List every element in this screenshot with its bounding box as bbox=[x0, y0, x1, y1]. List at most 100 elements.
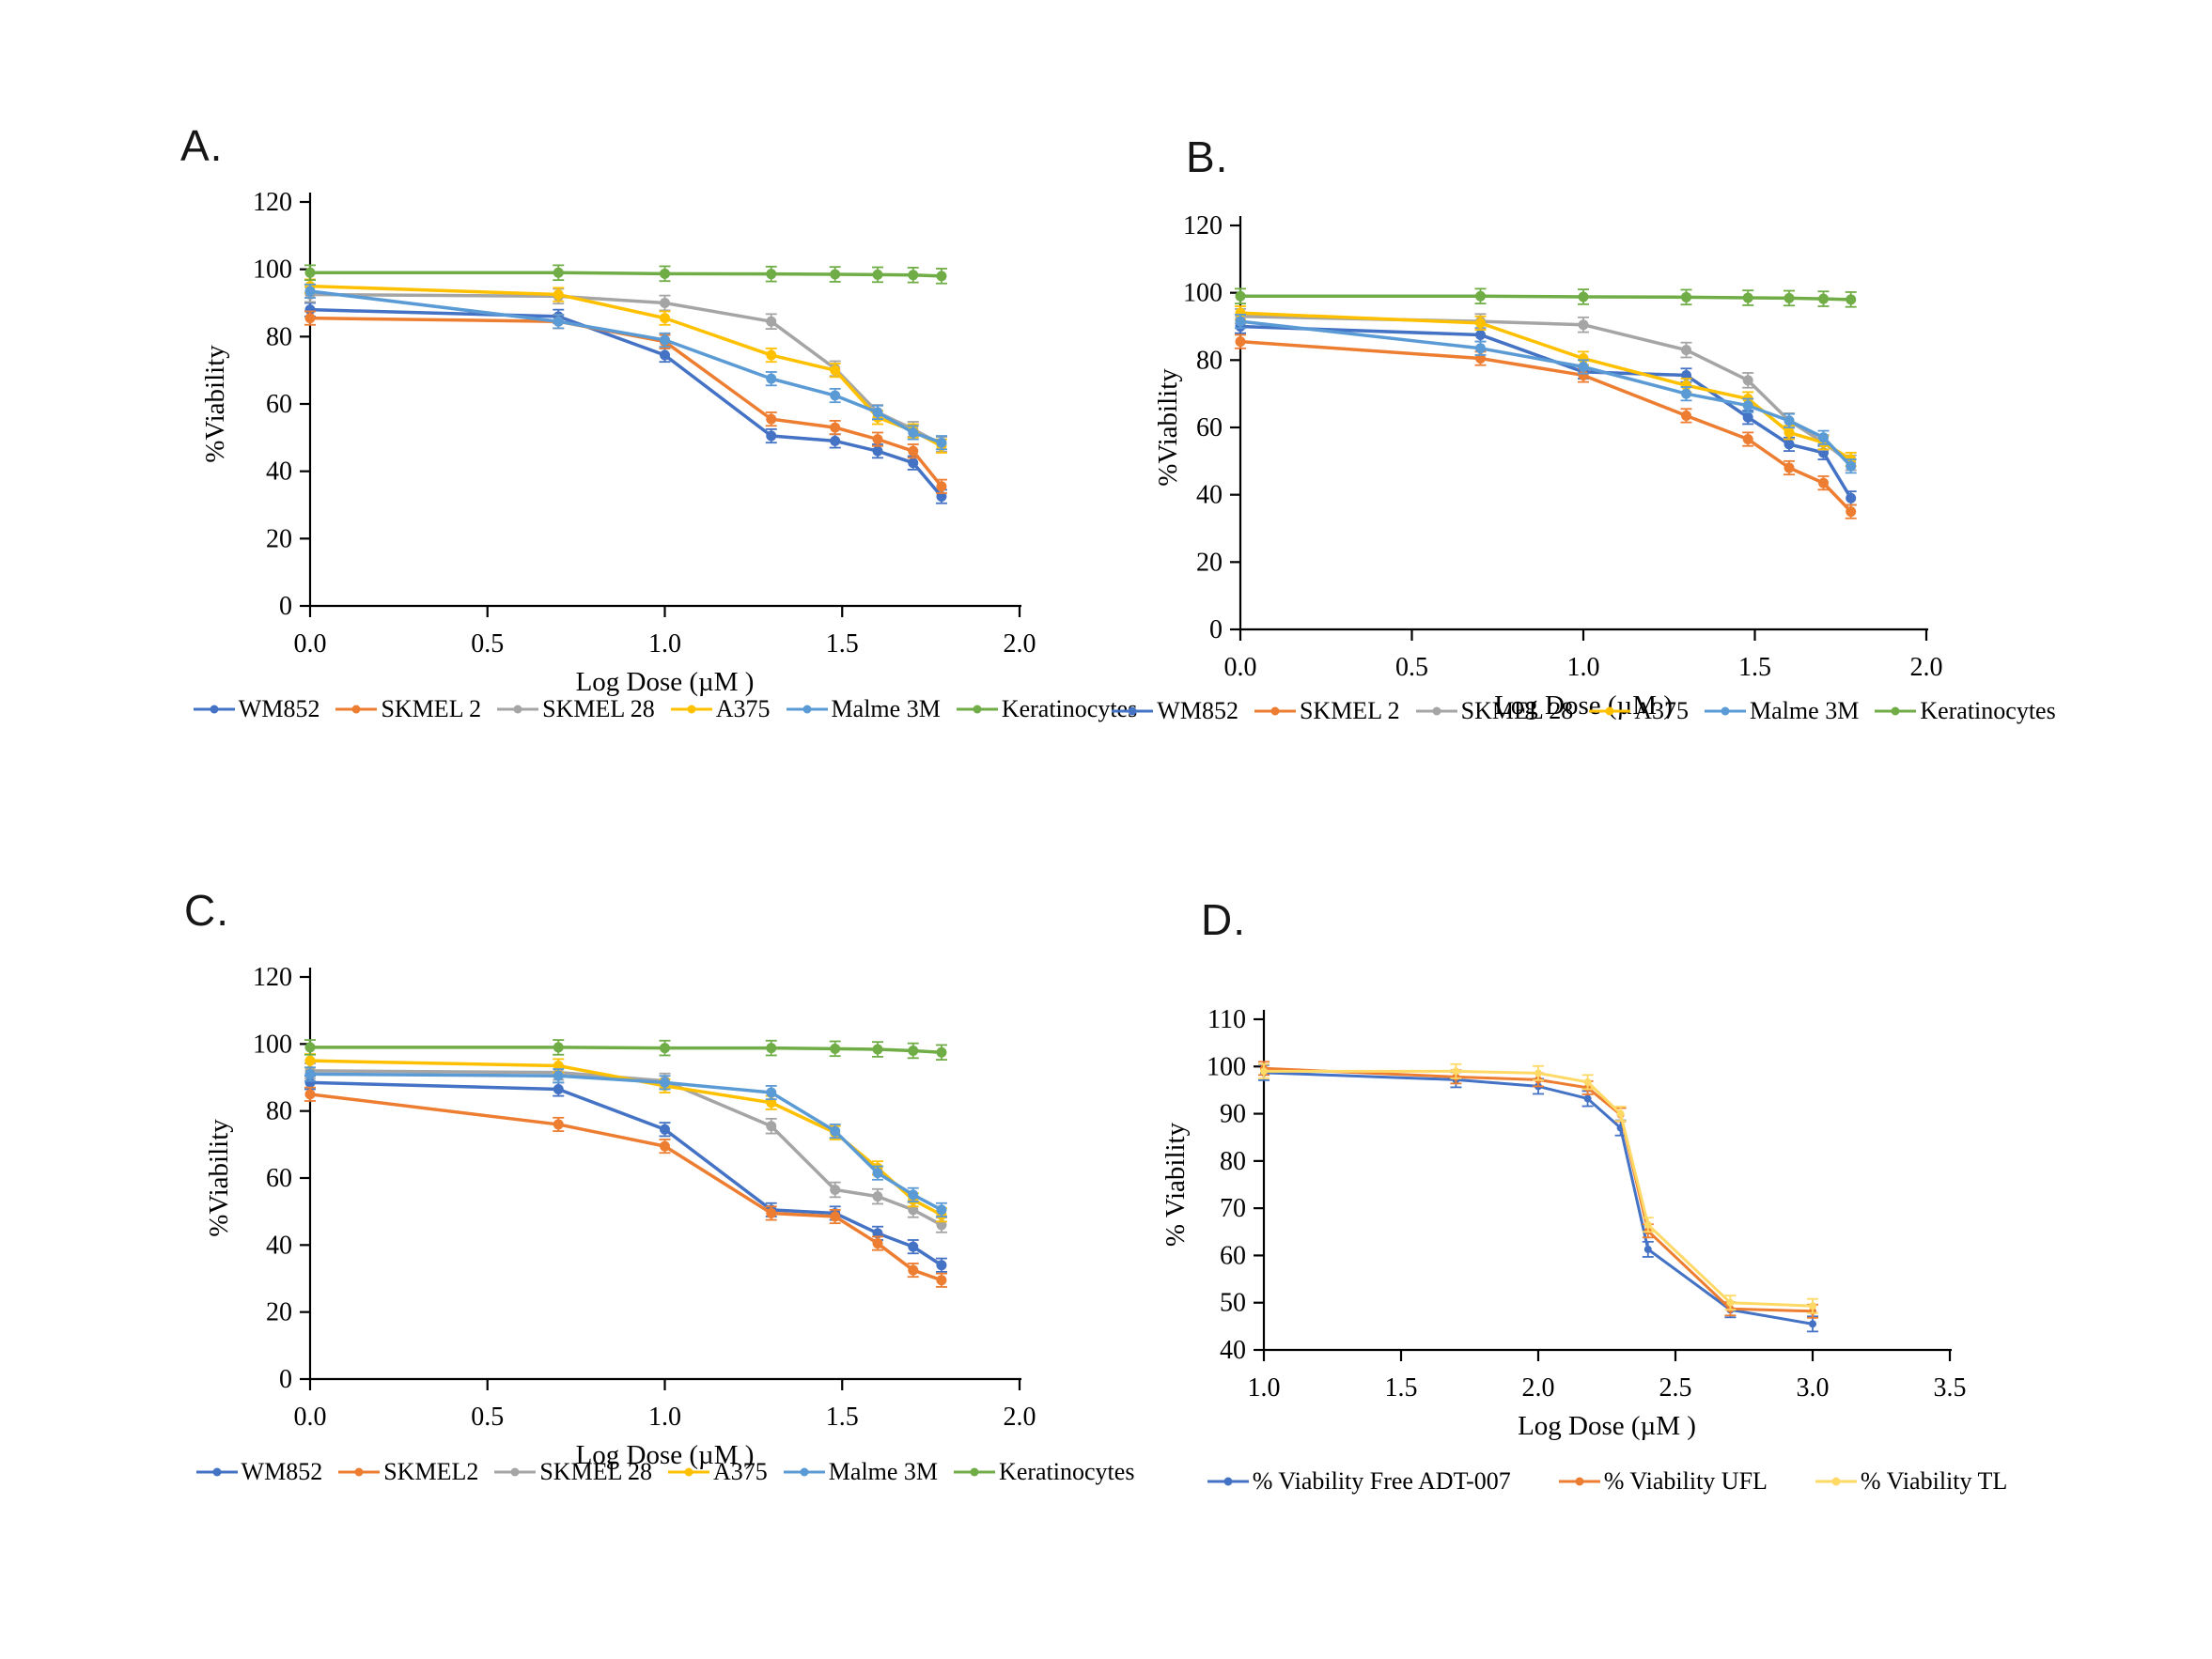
legend-marker-icon bbox=[670, 705, 712, 714]
data-point-Keratinocytes bbox=[872, 1044, 883, 1055]
legend-label: A375 bbox=[713, 1458, 768, 1485]
legend-marker-icon bbox=[335, 705, 378, 714]
x-tick-label: 2.0 bbox=[1522, 1373, 1555, 1403]
data-point-Malme 3M bbox=[1784, 415, 1795, 426]
y-tick-label: 120 bbox=[1183, 211, 1223, 240]
data-point-Malme 3M bbox=[1818, 432, 1829, 443]
panel-b: B. 0 20 40 60 80 100 120 0.0 0.5 1.0 1.5 2.0 Log Dos… bbox=[1112, 85, 2161, 864]
series-line-Malme 3M bbox=[1238, 319, 1853, 468]
data-point-% Viability TL bbox=[1726, 1298, 1735, 1307]
x-axis-title: Log Dose (µM ) bbox=[1518, 1411, 1696, 1441]
legend-label: % Viability TL bbox=[1860, 1467, 2008, 1495]
x-tick-label: 0.0 bbox=[294, 1403, 327, 1432]
legend-label: Malme 3M bbox=[831, 695, 941, 722]
data-point-WM852 bbox=[1784, 439, 1795, 450]
legend-marker-dot bbox=[1891, 706, 1900, 716]
data-point-SKMEL 2 bbox=[1742, 434, 1753, 445]
data-point-SKMEL2 bbox=[304, 1089, 316, 1100]
legend-item-SKMEL 28: SKMEL 28 bbox=[493, 1458, 652, 1486]
legend-marker-icon bbox=[786, 705, 828, 714]
legend-marker-icon bbox=[783, 1467, 825, 1477]
legend-label: % Viability UFL bbox=[1603, 1467, 1768, 1495]
data-point-A375 bbox=[1475, 318, 1486, 329]
chart-a-dose-response: 0 20 40 60 80 100 120 0.0 0.5 1.0 1.5 2.0 Log Dose (… bbox=[200, 188, 1036, 697]
legend-marker-dot bbox=[210, 705, 219, 714]
y-tick-label: 20 bbox=[266, 524, 292, 553]
data-point-Malme 3M bbox=[1846, 460, 1857, 472]
legend-marker-dot bbox=[1831, 1477, 1841, 1486]
data-point-Malme 3M bbox=[830, 1125, 841, 1137]
data-point-WM852 bbox=[908, 1241, 919, 1252]
legend-marker-icon bbox=[338, 1467, 381, 1477]
series-line-Keratinocytes bbox=[308, 1046, 943, 1054]
data-point-Keratinocytes bbox=[908, 1045, 919, 1056]
data-point-A375 bbox=[830, 364, 841, 376]
y-tick-label: 100 bbox=[1207, 1052, 1246, 1081]
panel-c-letter: C. bbox=[184, 886, 229, 935]
legend-marker-dot bbox=[687, 705, 696, 714]
data-point-Malme 3M bbox=[830, 390, 841, 401]
legend-label: WM852 bbox=[1157, 697, 1238, 724]
legend-marker-dot bbox=[973, 705, 982, 714]
data-point-Keratinocytes bbox=[1818, 293, 1829, 304]
data-point-% Viability TL bbox=[1643, 1220, 1652, 1229]
legend-marker-dot bbox=[1270, 706, 1280, 716]
legend-label: Malme 3M bbox=[1750, 697, 1860, 724]
x-tick-label: 1.5 bbox=[1738, 653, 1771, 682]
data-point-SKMEL 28 bbox=[872, 1191, 883, 1202]
y-tick-label: 40 bbox=[266, 1231, 292, 1260]
y-tick-label: 20 bbox=[1196, 548, 1223, 577]
data-point-Keratinocytes bbox=[872, 269, 883, 280]
legend-label: SKMEL 28 bbox=[542, 695, 655, 722]
legend-item-WM852: WM852 bbox=[1111, 697, 1238, 725]
y-tick-label: 100 bbox=[253, 256, 292, 285]
series-line-A375 bbox=[308, 1059, 943, 1217]
series-line-% Viability UFL bbox=[1262, 1066, 1815, 1313]
data-point-WM852 bbox=[660, 1124, 670, 1135]
legend-marker-dot bbox=[802, 705, 812, 714]
data-point-% Viability TL bbox=[1809, 1302, 1816, 1310]
legend-marker-icon bbox=[494, 1467, 537, 1477]
data-point-A375 bbox=[1235, 307, 1246, 318]
data-point-SKMEL 2 bbox=[1818, 477, 1829, 488]
x-tick-label: 0.5 bbox=[471, 1403, 504, 1432]
legend-marker-icon bbox=[1589, 706, 1631, 716]
data-point-SKMEL 28 bbox=[660, 298, 670, 308]
legend-marker-dot bbox=[1575, 1477, 1584, 1486]
legend-marker-icon bbox=[1815, 1477, 1857, 1486]
y-axis-title: %Viability bbox=[200, 345, 230, 463]
data-point-WM852 bbox=[1475, 329, 1486, 340]
legend-item-SKMEL 28: SKMEL 28 bbox=[1415, 697, 1574, 725]
data-point-Keratinocytes bbox=[1681, 291, 1691, 302]
data-point-Keratinocytes bbox=[660, 268, 670, 279]
data-point-Keratinocytes bbox=[1784, 292, 1795, 303]
legend-marker-dot bbox=[1223, 1477, 1233, 1486]
legend-label: SKMEL 28 bbox=[1460, 697, 1574, 724]
data-point-% Viability TL bbox=[1260, 1067, 1268, 1076]
legend-marker-dot bbox=[212, 1467, 222, 1477]
data-point-Malme 3M bbox=[304, 286, 316, 297]
legend-item-Malme 3M: Malme 3M bbox=[786, 695, 941, 723]
data-point-Malme 3M bbox=[660, 334, 670, 346]
data-point-WM852 bbox=[872, 445, 883, 457]
data-point-% Viability Free ADT-007 bbox=[1643, 1245, 1652, 1253]
legend-item-SKMEL2: SKMEL2 bbox=[337, 1458, 478, 1486]
legend-item-A375: A375 bbox=[667, 1458, 768, 1486]
data-point-Malme 3M bbox=[1681, 388, 1691, 399]
data-point-SKMEL 2 bbox=[1235, 336, 1246, 348]
data-point-SKMEL2 bbox=[872, 1238, 883, 1249]
y-tick-label: 60 bbox=[266, 1164, 292, 1193]
data-point-Malme 3M bbox=[1578, 362, 1589, 372]
data-point-Keratinocytes bbox=[1742, 292, 1753, 303]
series-line-WM852 bbox=[1238, 324, 1853, 500]
data-point-SKMEL 2 bbox=[1681, 410, 1691, 421]
y-tick-label: 70 bbox=[1220, 1194, 1246, 1223]
series-line-SKMEL2 bbox=[308, 1093, 943, 1282]
y-axis-title: %Viability bbox=[1156, 368, 1183, 487]
chart-d-dose-response: 40 50 60 70 80 90 100 110 1.0 1.5 2.0 2.5 3.0 3.5 Log … bbox=[1161, 1005, 1967, 1441]
legend-item-WM852: WM852 bbox=[193, 695, 319, 723]
legend-marker-dot bbox=[970, 1467, 979, 1477]
data-point-Keratinocytes bbox=[936, 1047, 947, 1058]
legend-marker-dot bbox=[1721, 706, 1730, 716]
x-tick-label: 0.0 bbox=[1224, 653, 1257, 682]
